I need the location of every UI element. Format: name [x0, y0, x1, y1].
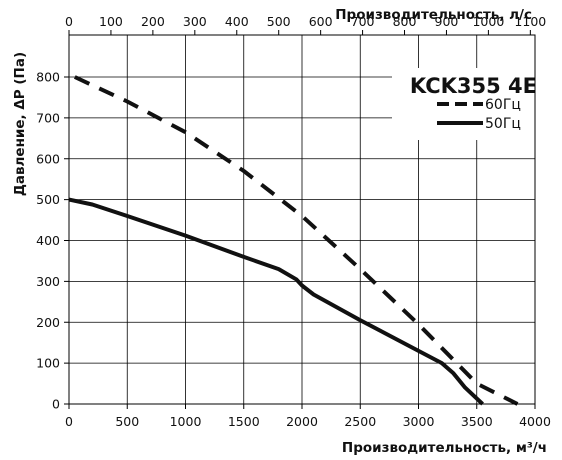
legend: KCK355 4E 60Гц 50Гц — [392, 68, 540, 140]
x2-tick-label: 500 — [267, 14, 291, 29]
y-tick-label: 0 — [52, 397, 60, 412]
series-layer — [68, 75, 519, 406]
x-tick-label: 500 — [115, 414, 139, 429]
y-tick-label: 600 — [36, 151, 60, 166]
y-tick-label: 400 — [36, 233, 60, 248]
y-tick-label: 300 — [36, 274, 60, 289]
y-tick-label: 100 — [36, 356, 60, 371]
axes: 0 500 1000 1500 2000 2500 3000 3500 400001002003… — [36, 14, 551, 429]
x-tick-label: 4000 — [519, 414, 551, 429]
x2-tick-label: 900 — [435, 14, 459, 29]
grid — [68, 35, 536, 405]
x2-tick-label: 300 — [183, 14, 207, 29]
y-tick-label: 700 — [36, 110, 60, 125]
x-tick-label: 1000 — [170, 414, 202, 429]
x2-tick-label: 800 — [393, 14, 417, 29]
x-tick-label: 3000 — [403, 414, 435, 429]
y-axis-title: Давление, ΔP (Па) — [12, 52, 28, 196]
x2-tick-label: 400 — [225, 14, 249, 29]
x-tick-label: 2500 — [344, 414, 376, 429]
x2-tick-label: 700 — [351, 14, 375, 29]
x2-tick-label: 200 — [141, 14, 165, 29]
legend-label: 60Гц — [485, 97, 521, 113]
x2-tick-label: 1000 — [472, 14, 504, 29]
x2-tick-label: 600 — [309, 14, 333, 29]
y-tick-label: 500 — [36, 192, 60, 207]
x-tick-label: 0 — [65, 414, 73, 429]
legend-label: 50Гц — [485, 116, 521, 132]
x-tick-label: 3500 — [461, 414, 493, 429]
x2-tick-label: 1100 — [514, 14, 546, 29]
x-axis-title: Производительность, м³/ч — [342, 440, 547, 456]
x2-axis-title: Производительность, л/с — [335, 7, 532, 23]
chart-title: KCK355 4E — [410, 74, 537, 98]
y-tick-label: 200 — [36, 315, 60, 330]
x-tick-label: 1500 — [228, 414, 260, 429]
y-tick-label: 800 — [36, 70, 60, 85]
x2-tick-label: 0 — [65, 14, 73, 29]
series-50hz-line — [68, 197, 484, 406]
x-tick-label: 2000 — [286, 414, 318, 429]
x2-tick-label: 100 — [99, 14, 123, 29]
